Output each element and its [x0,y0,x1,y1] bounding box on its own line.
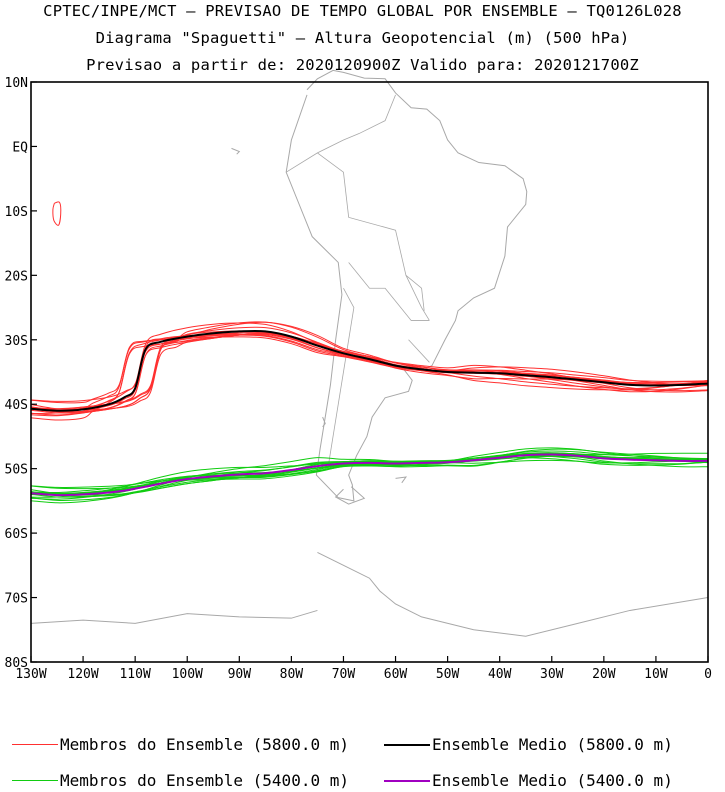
y-tick-label: 10S [5,205,28,220]
y-tick-label: 40S [5,398,28,413]
member-5400-line [30,455,709,502]
coastline-2 [322,416,326,428]
border-5 [408,339,430,363]
legend-mean-5800: Ensemble Medio (5800.0 m) [384,735,673,754]
legend-members-5400: Membros do Ensemble (5400.0 m) [12,771,349,790]
y-tick-label: 20S [5,269,28,284]
border-3 [327,288,355,469]
legend-swatch-members-5800 [12,744,58,745]
x-tick-label: 30W [540,667,564,682]
coastline-1 [334,486,366,505]
ensemble-means [30,329,709,497]
legend-swatch-mean-5400 [384,779,430,782]
legend-label-mean-5400: Ensemble Medio (5400.0 m) [432,771,673,790]
border-2 [348,262,430,321]
y-tick-label: 60S [5,527,28,542]
legend-label-members-5400: Membros do Ensemble (5400.0 m) [60,771,349,790]
legend-label-mean-5800: Ensemble Medio (5800.0 m) [432,735,673,754]
legend-mean-5400: Ensemble Medio (5400.0 m) [384,771,673,790]
y-tick-label: 30S [5,334,28,349]
coastline-6 [30,609,318,624]
y-tick-label: 10N [5,76,28,91]
member-5800-line [30,326,709,417]
coastline-4 [231,147,241,155]
y-tick-label: 80S [5,656,28,671]
title-line-1: CPTEC/INPE/MCT – PREVISAO DE TEMPO GLOBA… [43,2,682,20]
coastline-3 [395,476,408,484]
border-0 [317,152,430,321]
coastline-5 [317,551,709,637]
y-tick-label: 70S [5,592,28,607]
y-tick-label: 50S [5,463,28,478]
x-tick-label: 70W [332,667,356,682]
member-5800-line [30,334,709,410]
x-tick-label: 100W [172,667,203,682]
x-tick-label: 20W [592,667,616,682]
x-tick-label: 0 [704,667,712,682]
coastline-0 [285,69,528,502]
title-line-3: Previsao a partir de: 2020120900Z Valido… [86,56,639,74]
x-tick-label: 60W [384,667,408,682]
x-tick-label: 40W [488,667,512,682]
member-5800-line [30,333,709,413]
x-tick-label: 90W [228,667,252,682]
border-1 [285,94,396,173]
member-5400-line [30,448,709,494]
x-tick-label: 110W [119,667,150,682]
member-5800-line [30,321,709,416]
y-tick-label: EQ [12,140,28,155]
mean-5800-line [30,329,709,412]
x-tick-label: 80W [280,667,304,682]
member-5400-line [30,452,708,496]
legend-label-members-5800: Membros do Ensemble (5800.0 m) [60,735,349,754]
coastline-map [30,69,709,637]
member-5800-isolated-contour [52,201,62,226]
x-tick-label: 10W [644,667,668,682]
plot-frame [30,81,709,663]
border-4 [405,275,425,311]
member-5800-line [30,333,709,414]
legend-swatch-mean-5800 [384,743,430,746]
x-tick-label: 130W [15,667,46,682]
legend-members-5800: Membros do Ensemble (5800.0 m) [12,735,349,754]
axis-ticks: 130W 120W 110W 100W 90W 80W 70W 60W 50W 40W 30W 20W… [5,76,712,682]
x-tick-label: 120W [67,667,98,682]
mean-5400-line [30,453,709,497]
member-5800-line [30,333,709,402]
legend-swatch-members-5400 [12,780,58,781]
x-tick-label: 50W [436,667,460,682]
title-line-2: Diagrama "Spaguetti" – Altura Geopotenci… [95,29,630,47]
